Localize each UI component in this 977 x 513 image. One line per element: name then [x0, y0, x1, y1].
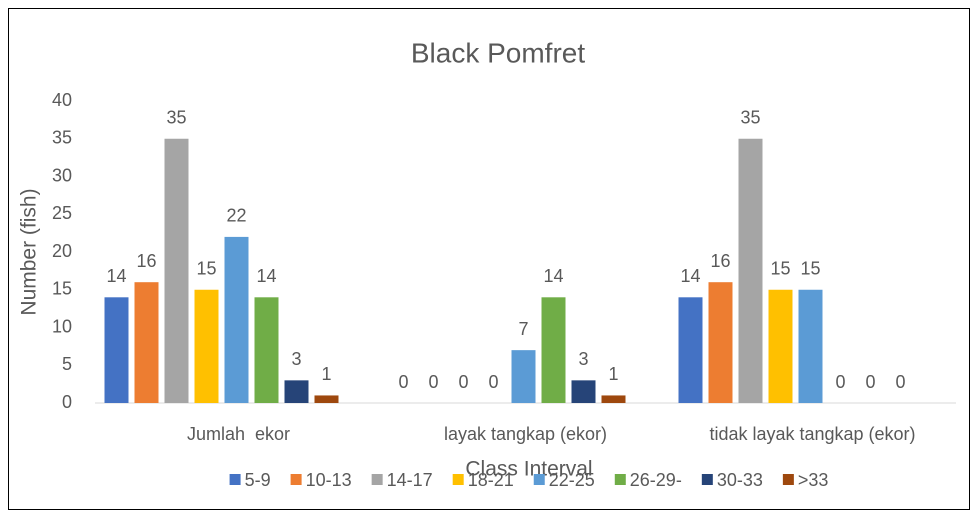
legend-swatch	[371, 474, 383, 485]
data-label: 0	[488, 372, 498, 392]
legend-label: 22-25	[549, 470, 595, 490]
data-label: 0	[398, 372, 408, 392]
bar	[738, 138, 763, 403]
bar	[224, 236, 249, 403]
data-label: 0	[835, 372, 845, 392]
y-tick-label: 10	[52, 316, 72, 336]
bar	[571, 380, 596, 403]
legend-label: 30-33	[717, 470, 763, 490]
bar	[678, 297, 703, 403]
y-tick-label: 35	[52, 128, 72, 148]
bar	[511, 350, 536, 403]
data-label: 0	[428, 372, 438, 392]
data-label: 14	[680, 266, 700, 286]
data-label: 15	[800, 259, 820, 279]
bar	[134, 282, 159, 403]
x-tick-label: layak tangkap (ekor)	[444, 424, 607, 444]
bar	[541, 297, 566, 403]
data-label: 22	[226, 206, 246, 226]
y-tick-label: 30	[52, 165, 72, 185]
bar	[768, 289, 793, 403]
bar	[104, 297, 129, 403]
legend-label: 26-29-	[630, 470, 682, 490]
chart-title: Black Pomfret	[411, 37, 585, 68]
data-label: 16	[136, 251, 156, 271]
y-tick-label: 5	[62, 354, 72, 374]
data-label: 14	[543, 266, 563, 286]
legend-swatch	[229, 474, 241, 485]
x-tick-label: tidak layak tangkap (ekor)	[709, 424, 915, 444]
bar	[708, 282, 733, 403]
bar	[798, 289, 823, 403]
bar	[254, 297, 279, 403]
data-label: 0	[865, 372, 875, 392]
bar	[284, 380, 309, 403]
legend-swatch	[290, 474, 302, 485]
data-label: 14	[256, 266, 276, 286]
data-label: 35	[740, 108, 760, 128]
bar	[194, 289, 219, 403]
legend-swatch	[533, 474, 545, 485]
legend-swatch	[782, 474, 794, 485]
data-label: 14	[106, 266, 126, 286]
y-tick-label: 40	[52, 90, 72, 110]
data-label: 3	[578, 349, 588, 369]
x-axis-label: Class Interval	[465, 458, 592, 481]
data-label: 1	[321, 364, 331, 384]
data-label: 16	[710, 251, 730, 271]
y-tick-label: 15	[52, 279, 72, 299]
data-label: 35	[166, 108, 186, 128]
data-label: 0	[895, 372, 905, 392]
legend-label: >33	[798, 470, 829, 490]
legend-swatch	[452, 474, 464, 485]
bar	[601, 395, 626, 403]
x-tick-label: Jumlah ekor	[187, 424, 290, 444]
data-label: 15	[196, 259, 216, 279]
data-label: 1	[608, 364, 618, 384]
legend-label: 10-13	[306, 470, 352, 490]
data-label: 0	[458, 372, 468, 392]
legend-label: 14-17	[387, 470, 433, 490]
y-tick-label: 20	[52, 241, 72, 261]
y-tick-label: 25	[52, 203, 72, 223]
data-label: 15	[770, 259, 790, 279]
y-axis-label: Number (fish)	[18, 188, 41, 315]
bar	[164, 138, 189, 403]
data-label: 7	[518, 319, 528, 339]
bar	[314, 395, 339, 403]
legend-label: 5-9	[245, 470, 271, 490]
legend-swatch	[614, 474, 626, 485]
y-tick-label: 0	[62, 392, 72, 412]
data-label: 3	[291, 349, 301, 369]
legend-swatch	[701, 474, 713, 485]
legend-label: 18-21	[468, 470, 514, 490]
